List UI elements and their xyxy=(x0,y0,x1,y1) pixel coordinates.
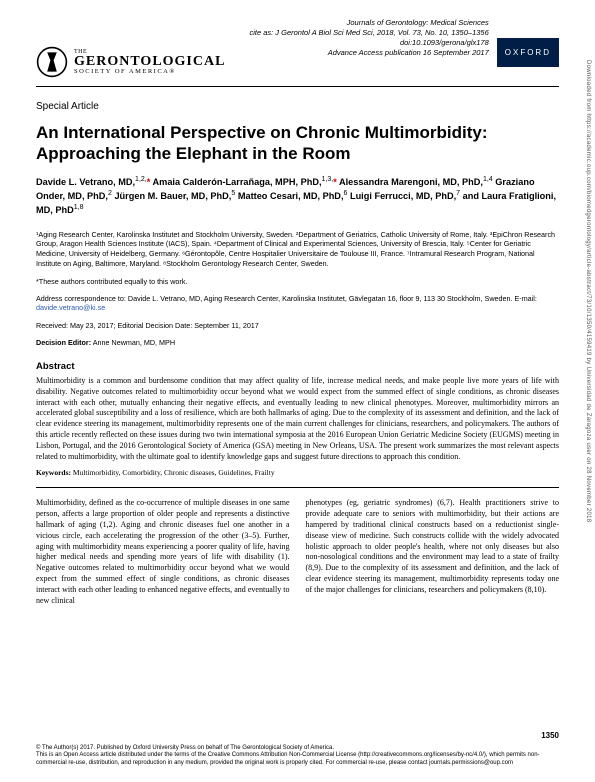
download-watermark: Downloaded from https://academic.oup.com… xyxy=(585,60,591,720)
correspondence: Address correspondence to: Davide L. Vet… xyxy=(36,294,559,313)
doi: doi:10.1093/gerona/glx178 xyxy=(249,38,488,48)
editor-name: Anne Newman, MD, MPH xyxy=(91,338,175,347)
keywords-label: Keywords: xyxy=(36,468,71,477)
body-col-2: phenotypes (eg, geriatric syndromes) (6,… xyxy=(306,498,560,606)
logo-text: THE GERONTOLOGICAL SOCIETY OF AMERICA® xyxy=(74,49,225,76)
citation-block: Journals of Gerontology: Medical Science… xyxy=(249,18,496,59)
logo-line3: SOCIETY OF AMERICA® xyxy=(74,69,225,76)
journal-name: Journals of Gerontology: Medical Science… xyxy=(249,18,488,28)
contribution-note: *These authors contributed equally to th… xyxy=(36,277,559,286)
society-logo: THE GERONTOLOGICAL SOCIETY OF AMERICA® xyxy=(36,46,225,78)
article-title: An International Perspective on Chronic … xyxy=(36,122,559,165)
abstract-rule xyxy=(36,487,559,488)
abstract-text: Multimorbidity is a common and burdensom… xyxy=(36,376,559,462)
article-dates: Received: May 23, 2017; Editorial Decisi… xyxy=(36,321,559,330)
body-col-1: Multimorbidity, defined as the co-occurr… xyxy=(36,498,290,606)
author-list: Davide L. Vetrano, MD,1,2,* Amaia Calder… xyxy=(36,175,559,218)
cite-line: cite as: J Gerontol A Biol Sci Med Sci, … xyxy=(249,28,488,38)
body-columns: Multimorbidity, defined as the co-occurr… xyxy=(36,498,559,606)
logo-line2: GERONTOLOGICAL xyxy=(74,55,225,69)
header-rule xyxy=(36,86,559,87)
page-header: THE GERONTOLOGICAL SOCIETY OF AMERICA® J… xyxy=(0,0,595,78)
affiliations: ¹Aging Research Center, Karolinska Insti… xyxy=(36,230,559,269)
decision-editor: Decision Editor: Anne Newman, MD, MPH xyxy=(36,338,559,347)
editor-label: Decision Editor: xyxy=(36,338,91,347)
page-number: 1350 xyxy=(541,731,559,740)
abstract-heading: Abstract xyxy=(36,361,559,372)
copyright-footer: © The Author(s) 2017. Published by Oxfor… xyxy=(36,745,559,768)
keywords: Keywords: Multimorbidity, Comorbidity, C… xyxy=(36,468,559,477)
correspondence-text: Address correspondence to: Davide L. Vet… xyxy=(36,294,537,303)
keywords-text: Multimorbidity, Comorbidity, Chronic dis… xyxy=(71,468,275,477)
correspondence-email[interactable]: davide.vetrano@ki.se xyxy=(36,303,105,312)
gsa-logo-icon xyxy=(36,46,68,78)
advance-date: Advance Access publication 16 September … xyxy=(249,48,488,58)
article-type: Special Article xyxy=(36,101,559,112)
publisher-badge: OXFORD xyxy=(497,38,559,67)
